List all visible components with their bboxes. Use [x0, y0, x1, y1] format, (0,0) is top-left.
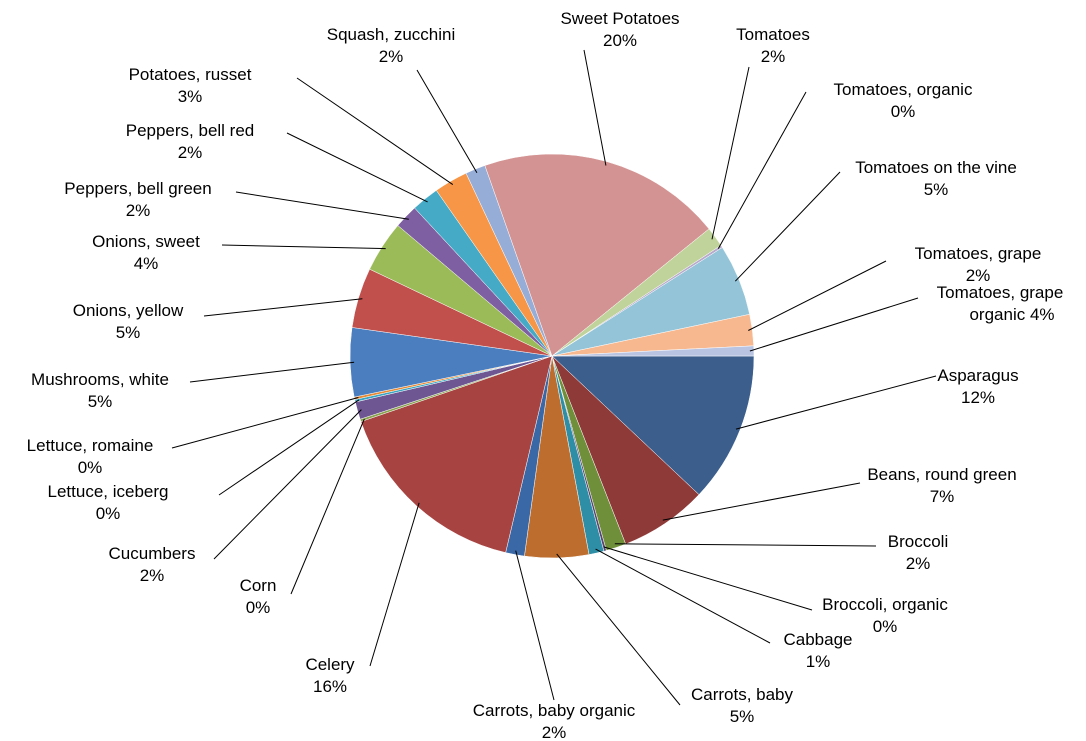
leader-line-tomatoes-grape-organic	[749, 297, 919, 352]
slice-label-carrots-baby-organic: Carrots, baby organic 2%	[473, 701, 636, 741]
slice-label-onions-sweet: Onions, sweet 4%	[92, 232, 200, 273]
leader-line-broccoli	[614, 543, 877, 547]
leader-line-peppers-bell-red	[286, 132, 428, 203]
slice-label-lettuce-iceberg: Lettuce, iceberg 0%	[48, 482, 169, 523]
slice-label-broccoli-organic: Broccoli, organic 0%	[822, 595, 948, 636]
slice-celery	[360, 355, 553, 553]
leader-line-asparagus	[735, 375, 937, 430]
leader-line-celery	[369, 502, 420, 667]
leader-line-tomatoes	[711, 66, 750, 240]
leader-lines	[171, 49, 937, 706]
slice-label-cucumbers: Cucumbers 2%	[109, 544, 196, 585]
leader-line-lettuce-iceberg	[218, 399, 360, 496]
slice-label-beans-round-green: Beans, round green 7%	[867, 465, 1016, 506]
slice-label-tomatoes: Tomatoes 2%	[736, 25, 810, 66]
slice-sweet-potatoes	[484, 153, 710, 357]
slice-label-corn: Corn 0%	[240, 576, 277, 617]
leader-line-squash-zucchini	[416, 69, 478, 174]
leader-line-onions-sweet	[221, 244, 386, 250]
leader-line-peppers-bell-green	[235, 191, 409, 220]
slice-label-cabbage: Cabbage 1%	[783, 630, 852, 671]
slice-label-carrots-baby: Carrots, baby 5%	[691, 685, 794, 726]
leader-line-beans-round-green	[662, 482, 861, 521]
leader-line-tomatoes-organic	[717, 91, 807, 249]
leader-line-carrots-baby	[556, 553, 681, 706]
slice-label-squash-zucchini: Squash, zucchini 2%	[327, 25, 456, 66]
leader-line-potatoes-russet	[296, 77, 454, 186]
slice-tomatoes-grape-organic	[551, 345, 755, 357]
leader-line-broccoli-organic	[603, 546, 813, 611]
leader-line-cucumbers	[213, 409, 362, 560]
leader-line-tomatoes-on-the-vine	[734, 171, 841, 282]
slice-label-mushrooms-white: Mushrooms, white 5%	[31, 370, 169, 411]
leader-line-cabbage	[595, 548, 771, 644]
leader-line-lettuce-romaine	[171, 397, 359, 449]
slice-label-tomatoes-grape: Tomatoes, grape 2%	[915, 244, 1042, 285]
slice-label-tomatoes-grape-organic: Tomatoes, grape organic 4%	[937, 283, 1064, 324]
leader-line-sweet-potatoes	[583, 49, 607, 166]
slice-label-tomatoes-organic: Tomatoes, organic 0%	[834, 80, 973, 121]
slice-label-tomatoes-on-the-vine: Tomatoes on the vine 5%	[855, 158, 1017, 199]
slice-asparagus	[551, 355, 755, 495]
slice-label-asparagus: Asparagus 12%	[937, 366, 1018, 407]
slice-labels: Asparagus 12% Beans, round green 7% Broccoli…	[27, 9, 1064, 741]
leader-line-corn	[290, 418, 365, 595]
leader-line-tomatoes-grape	[748, 260, 887, 331]
slice-label-onions-yellow: Onions, yellow 5%	[73, 301, 184, 342]
slice-label-broccoli: Broccoli 2%	[888, 532, 948, 573]
slice-label-sweet-potatoes: Sweet Potatoes 20%	[560, 9, 679, 50]
leader-line-mushrooms-white	[189, 361, 355, 383]
slice-label-potatoes-russet: Potatoes, russet 3%	[129, 65, 252, 106]
leader-line-carrots-baby-organic	[515, 550, 555, 701]
slice-label-peppers-bell-red: Peppers, bell red 2%	[126, 121, 255, 162]
pie-slices	[349, 153, 755, 559]
slice-label-celery: Celery 16%	[305, 655, 355, 696]
slice-label-peppers-bell-green: Peppers, bell green 2%	[64, 179, 211, 220]
leader-line-onions-yellow	[203, 298, 363, 317]
slice-label-lettuce-romaine: Lettuce, romaine 0%	[27, 436, 154, 477]
